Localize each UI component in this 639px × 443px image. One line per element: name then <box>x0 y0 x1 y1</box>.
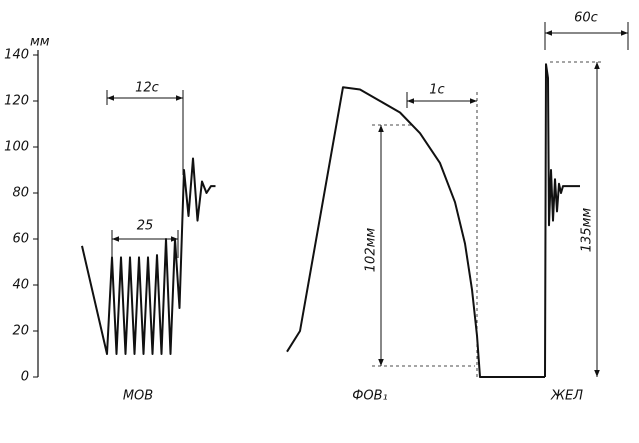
annotation: 12с <box>135 81 159 96</box>
trace-label: ФОВ₁ <box>352 389 388 404</box>
y-tick-label: 120 <box>4 94 29 109</box>
y-tick-label: 20 <box>12 324 29 339</box>
y-tick-label: 140 <box>4 48 29 63</box>
y-axis-label: мм <box>30 35 50 50</box>
y-tick-label: 60 <box>12 232 29 247</box>
annotation: 25 <box>137 219 154 234</box>
y-tick-label: 80 <box>12 186 29 201</box>
dimension-lines <box>106 22 629 377</box>
trace <box>544 63 580 378</box>
trace-label: МОВ <box>123 389 153 404</box>
trace <box>81 157 216 355</box>
y-tick-label: 100 <box>4 140 29 155</box>
y-tick-label: 40 <box>12 278 29 293</box>
annotation: 60с <box>574 11 598 26</box>
y-tick-label: 0 <box>21 370 29 385</box>
trace-label: ЖЕЛ <box>550 389 583 404</box>
annotation: 102мм <box>364 228 379 273</box>
trace <box>286 86 545 378</box>
annotation: 135мм <box>580 208 595 253</box>
annotation: 1с <box>429 83 444 98</box>
